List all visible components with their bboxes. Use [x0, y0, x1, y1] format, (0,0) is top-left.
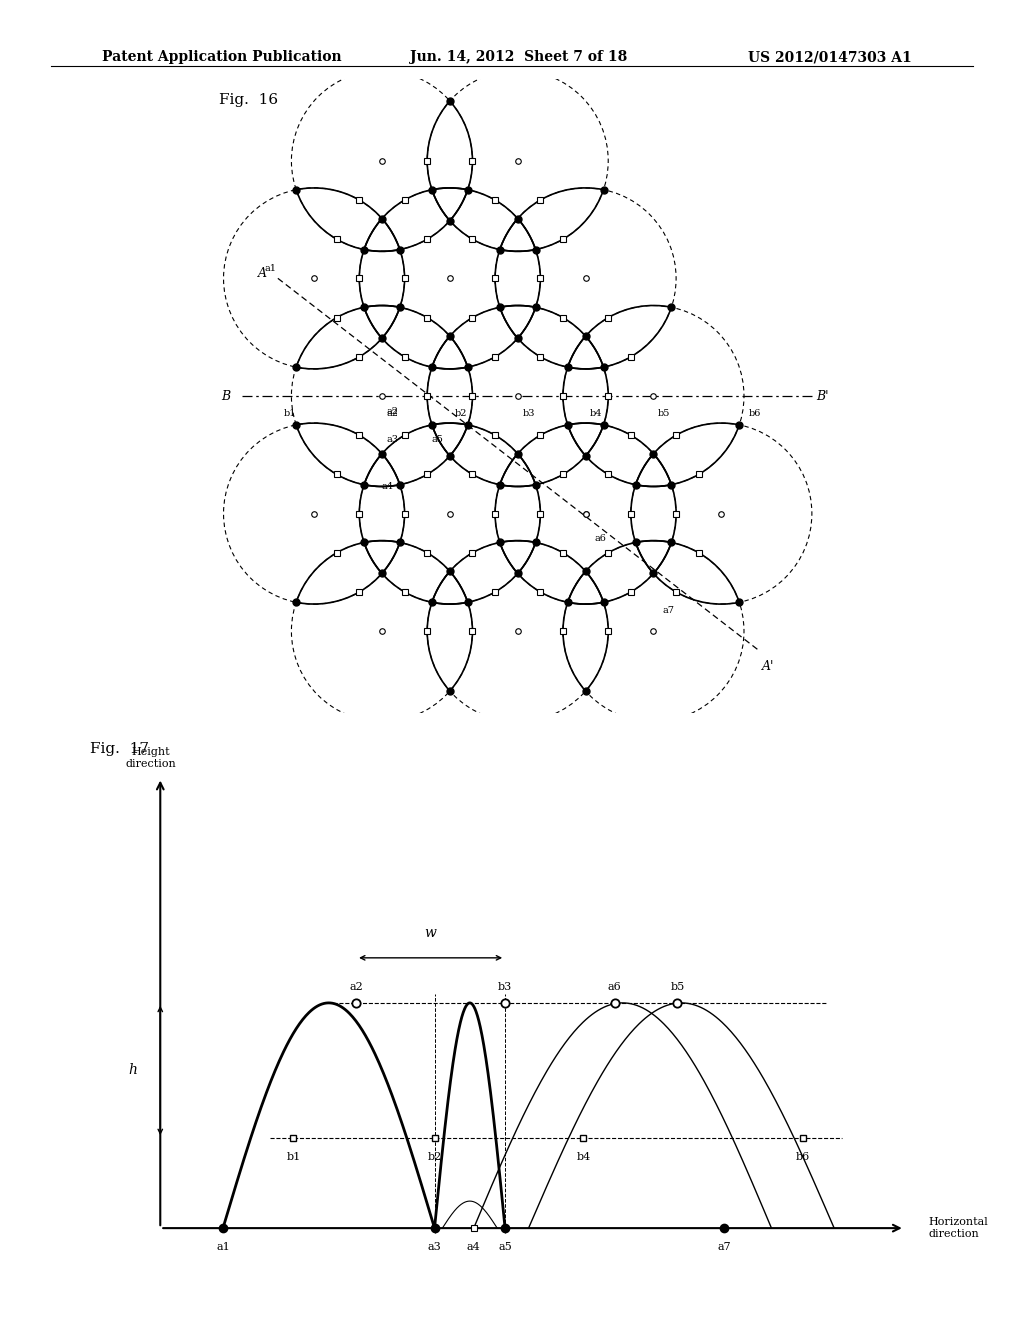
- Text: a7: a7: [718, 1242, 731, 1251]
- Text: b3: b3: [522, 409, 535, 418]
- Text: w: w: [425, 925, 436, 940]
- Text: a2: a2: [386, 409, 398, 418]
- Text: Height
direction: Height direction: [126, 747, 176, 768]
- Text: a1: a1: [216, 1242, 229, 1251]
- Text: US 2012/0147303 A1: US 2012/0147303 A1: [748, 50, 911, 65]
- Text: b6: b6: [749, 409, 761, 418]
- Text: a3: a3: [428, 1242, 441, 1251]
- Text: a4: a4: [467, 1242, 480, 1251]
- Text: b4: b4: [577, 1151, 591, 1162]
- Text: A': A': [762, 660, 774, 673]
- Text: Horizontal
direction: Horizontal direction: [928, 1217, 988, 1239]
- Text: a4: a4: [382, 482, 394, 491]
- Text: Patent Application Publication: Patent Application Publication: [102, 50, 342, 65]
- Text: a1: a1: [264, 264, 276, 273]
- Text: b6: b6: [796, 1151, 810, 1162]
- Text: a3: a3: [386, 434, 398, 444]
- Text: b1: b1: [287, 1151, 301, 1162]
- Text: A: A: [258, 268, 267, 280]
- Text: b1: b1: [284, 409, 296, 418]
- Text: a5: a5: [499, 1242, 512, 1251]
- Text: B: B: [221, 389, 230, 403]
- Text: Jun. 14, 2012  Sheet 7 of 18: Jun. 14, 2012 Sheet 7 of 18: [410, 50, 627, 65]
- Text: b5: b5: [658, 409, 671, 418]
- Text: a5: a5: [432, 434, 443, 444]
- Text: Fig.  16: Fig. 16: [219, 92, 279, 107]
- Text: Fig.  17: Fig. 17: [90, 742, 148, 755]
- Text: h: h: [128, 1064, 137, 1077]
- Text: a6: a6: [595, 533, 606, 543]
- Text: b3: b3: [498, 982, 512, 993]
- Text: B': B': [816, 389, 828, 403]
- Text: a7: a7: [663, 606, 675, 615]
- Text: b2: b2: [455, 409, 467, 418]
- Text: b4: b4: [590, 409, 603, 418]
- Text: a6: a6: [608, 982, 622, 993]
- Text: a2: a2: [386, 407, 398, 416]
- Text: b2: b2: [427, 1151, 441, 1162]
- Text: a2: a2: [349, 982, 364, 993]
- Text: b5: b5: [671, 982, 685, 993]
